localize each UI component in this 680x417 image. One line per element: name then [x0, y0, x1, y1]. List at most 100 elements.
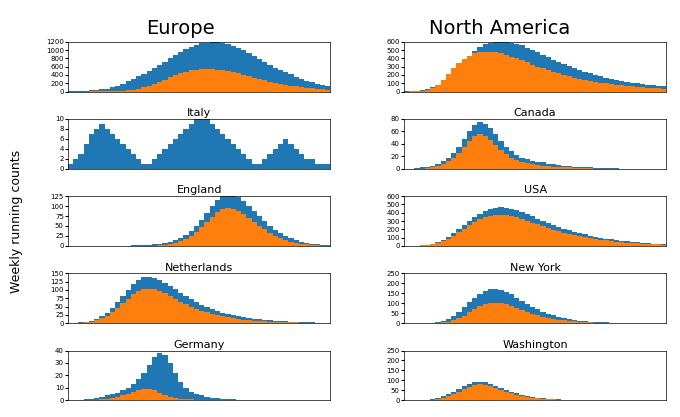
Bar [288, 241, 294, 246]
Bar [619, 81, 624, 91]
Bar [435, 166, 441, 169]
Bar [273, 236, 278, 246]
Title: Italy: Italy [187, 108, 211, 118]
Bar [562, 64, 566, 91]
Bar [278, 238, 283, 246]
Bar [78, 322, 84, 323]
Bar [483, 52, 488, 91]
Bar [189, 392, 194, 400]
Bar [541, 166, 545, 169]
Bar [452, 68, 456, 91]
Bar [120, 296, 126, 323]
Bar [446, 322, 452, 323]
Bar [488, 128, 493, 169]
Bar [152, 84, 157, 91]
Bar [551, 72, 556, 91]
Bar [320, 245, 325, 246]
Bar [556, 399, 562, 400]
Bar [194, 119, 199, 169]
Bar [609, 239, 614, 246]
Bar [278, 84, 283, 91]
Bar [535, 67, 541, 91]
Bar [95, 129, 99, 169]
Bar [246, 53, 252, 91]
Bar [252, 211, 257, 246]
Bar [441, 82, 446, 91]
Bar [136, 159, 141, 169]
Bar [215, 42, 220, 91]
Bar [430, 322, 435, 323]
Bar [588, 168, 593, 169]
Bar [462, 147, 467, 169]
Bar [477, 52, 483, 91]
Bar [184, 388, 189, 400]
Bar [220, 209, 226, 246]
Bar [105, 129, 110, 169]
Bar [640, 84, 645, 91]
Bar [205, 312, 209, 323]
Bar [126, 299, 131, 323]
Bar [231, 318, 236, 323]
Bar [152, 357, 157, 400]
Bar [288, 322, 294, 323]
Bar [456, 392, 462, 400]
Bar [425, 167, 430, 169]
Bar [325, 86, 330, 91]
Bar [635, 87, 640, 91]
Bar [220, 399, 226, 400]
Bar [609, 84, 614, 91]
Bar [556, 165, 562, 169]
Bar [435, 242, 441, 246]
Bar [262, 221, 267, 246]
Bar [472, 53, 477, 91]
Bar [199, 69, 205, 91]
Bar [483, 382, 488, 400]
Bar [504, 390, 509, 400]
Bar [126, 90, 131, 91]
Bar [325, 245, 330, 246]
Bar [661, 244, 666, 246]
Bar [273, 68, 278, 91]
Bar [209, 217, 215, 246]
Bar [545, 223, 551, 246]
Bar [288, 144, 294, 169]
Bar [588, 73, 593, 91]
Bar [294, 322, 299, 323]
Bar [115, 308, 120, 323]
Bar [504, 42, 509, 91]
Bar [651, 88, 656, 91]
Bar [535, 315, 541, 323]
Bar [430, 399, 435, 400]
Bar [220, 43, 226, 91]
Bar [241, 201, 246, 246]
Bar [189, 306, 194, 323]
Bar [257, 319, 262, 323]
Bar [147, 164, 152, 169]
Bar [163, 355, 168, 400]
Bar [157, 245, 163, 246]
Bar [273, 230, 278, 246]
Bar [520, 162, 525, 169]
Bar [562, 318, 566, 323]
Bar [325, 90, 330, 91]
Bar [283, 236, 288, 246]
Bar [530, 50, 535, 91]
Bar [651, 85, 656, 91]
Bar [535, 398, 541, 400]
Bar [566, 319, 572, 323]
Bar [147, 389, 152, 400]
Bar [582, 237, 588, 246]
Bar [446, 237, 452, 246]
Bar [498, 207, 504, 246]
Bar [252, 78, 257, 91]
Bar [493, 289, 498, 323]
Bar [226, 314, 231, 323]
Bar [656, 244, 661, 246]
Bar [462, 389, 467, 400]
Bar [504, 215, 509, 246]
Bar [430, 168, 435, 169]
Bar [541, 221, 545, 246]
Bar [545, 318, 551, 323]
Title: Netherlands: Netherlands [165, 263, 233, 273]
Bar [509, 43, 514, 91]
